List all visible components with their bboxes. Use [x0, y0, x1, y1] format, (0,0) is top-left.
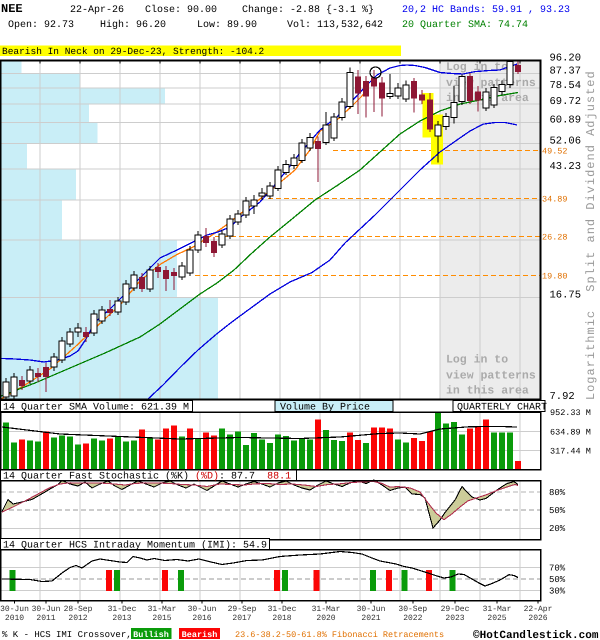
svg-text:30-Jun: 30-Jun: [32, 605, 61, 614]
svg-text:31-Dec: 31-Dec: [268, 605, 297, 614]
svg-text:2012: 2012: [68, 614, 87, 623]
svg-text:52.06: 52.06: [550, 136, 582, 148]
svg-text:High: 96.20: High: 96.20: [100, 19, 166, 31]
svg-text:2010: 2010: [5, 614, 24, 623]
svg-text:Volume By Price: Volume By Price: [280, 402, 370, 414]
svg-text:50%: 50%: [549, 575, 566, 585]
svg-text:49.52: 49.52: [542, 147, 568, 157]
svg-text:29-Sep: 29-Sep: [228, 605, 257, 614]
svg-text:2025: 2025: [487, 614, 506, 623]
svg-text:Log in to: Log in to: [446, 354, 508, 367]
svg-text:30-Jun: 30-Jun: [0, 605, 29, 614]
svg-text:22-Apr: 22-Apr: [524, 605, 553, 614]
svg-text:20%: 20%: [549, 524, 566, 534]
svg-text:31-Mar: 31-Mar: [483, 605, 512, 614]
svg-text:952.33 M: 952.33 M: [550, 408, 591, 418]
svg-text:31-Mar: 31-Mar: [312, 605, 341, 614]
svg-text:43.23: 43.23: [550, 161, 582, 173]
svg-text:19.80: 19.80: [542, 272, 568, 282]
svg-text:69.72: 69.72: [550, 96, 582, 108]
svg-text:2020: 2020: [316, 614, 335, 623]
svg-text:2015: 2015: [152, 614, 171, 623]
svg-text:20 Quarter SMA: 74.74: 20 Quarter SMA: 74.74: [402, 20, 528, 31]
svg-text:Logarithmic: Logarithmic: [584, 310, 598, 400]
svg-text:29-Dec: 29-Dec: [441, 605, 470, 614]
svg-text:60.89: 60.89: [550, 114, 582, 126]
svg-text:30-Jun: 30-Jun: [357, 605, 386, 614]
svg-text:NEE: NEE: [1, 2, 23, 16]
svg-text:2022: 2022: [403, 614, 422, 623]
svg-text:34.89: 34.89: [542, 195, 568, 205]
svg-text:30%: 30%: [549, 587, 566, 597]
svg-text:22-Apr-26: 22-Apr-26: [70, 5, 124, 16]
svg-text:2026: 2026: [528, 614, 547, 623]
svg-text:30-Jun: 30-Jun: [188, 605, 217, 614]
svg-text:©HotCandlestick.com: ©HotCandlestick.com: [473, 630, 599, 640]
svg-text:634.89 M: 634.89 M: [550, 427, 591, 437]
svg-text:Bearish In Neck on 29-Dec-23,: Bearish In Neck on 29-Dec-23, Strength: …: [2, 46, 265, 57]
svg-text:14 Quarter HCS Intraday Moment: 14 Quarter HCS Intraday Momentum (IMI): …: [3, 540, 267, 552]
svg-text:Vol: 113,532,642: Vol: 113,532,642: [287, 19, 383, 31]
svg-text:2013: 2013: [112, 614, 131, 623]
svg-text:23.6-38.2-50-61.8% Fibonacci R: 23.6-38.2-50-61.8% Fibonacci Retracement…: [235, 630, 444, 640]
svg-text:31-Dec: 31-Dec: [108, 605, 137, 614]
svg-text:30-Sep: 30-Sep: [398, 605, 427, 614]
svg-text:Bullish: Bullish: [133, 630, 169, 640]
svg-text:16.75: 16.75: [550, 290, 582, 302]
svg-text:50%: 50%: [549, 506, 566, 516]
svg-text:2018: 2018: [272, 614, 291, 623]
svg-text:96.20: 96.20: [550, 52, 582, 64]
svg-text:Change: -2.88 {-3.1 %}: Change: -2.88 {-3.1 %}: [242, 4, 374, 16]
svg-text:26.28: 26.28: [542, 233, 568, 243]
svg-text:28-Sep: 28-Sep: [64, 605, 93, 614]
svg-text:78.54: 78.54: [550, 80, 582, 92]
svg-text:20,2 HC Bands: 59.91 , 93.23: 20,2 HC Bands: 59.91 , 93.23: [402, 4, 570, 16]
svg-text:QUARTERLY CHART: QUARTERLY CHART: [457, 403, 547, 414]
svg-text:Split and Dividend Adjusted: Split and Dividend Adjusted: [584, 70, 598, 291]
svg-text:14 Quarter SMA Volume: 621.39: 14 Quarter SMA Volume: 621.39 M: [3, 402, 189, 414]
svg-text:87.37: 87.37: [550, 66, 582, 78]
svg-text:80%: 80%: [549, 488, 566, 498]
svg-text:in this area: in this area: [446, 384, 529, 397]
svg-text:2011: 2011: [36, 614, 55, 623]
svg-text:2023: 2023: [445, 614, 464, 623]
svg-text:Bearish: Bearish: [182, 630, 218, 640]
svg-text:Open: 92.73: Open: 92.73: [8, 20, 74, 31]
svg-text:317.44 M: 317.44 M: [550, 447, 591, 457]
svg-text:2017: 2017: [232, 614, 251, 623]
svg-text:31-Mar: 31-Mar: [148, 605, 177, 614]
svg-text:Close: 90.00: Close: 90.00: [145, 4, 217, 16]
svg-text:% K - HCS IMI Crossover,: % K - HCS IMI Crossover,: [2, 630, 132, 640]
svg-text:14 Quarter Fast Stochastic (%K: 14 Quarter Fast Stochastic (%K) (%D): 87…: [3, 471, 291, 483]
svg-text:7.92: 7.92: [550, 391, 575, 403]
svg-text:70%: 70%: [549, 564, 566, 574]
svg-text:view patterns: view patterns: [446, 369, 536, 382]
svg-text:2016: 2016: [192, 614, 211, 623]
svg-text:2021: 2021: [361, 614, 380, 623]
svg-text:Low: 89.90: Low: 89.90: [197, 20, 257, 31]
